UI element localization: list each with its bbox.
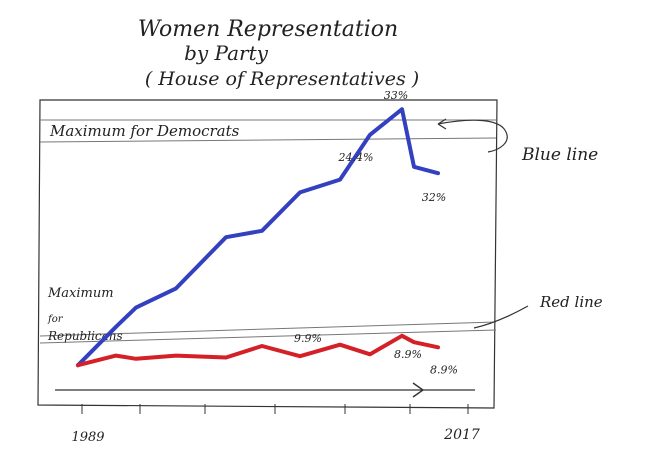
blue-data-label: 32% xyxy=(422,191,446,204)
ref-line-top-2 xyxy=(39,137,497,143)
red-data-label: 9.9% xyxy=(294,332,322,345)
red-series-point xyxy=(260,344,264,348)
blue-series-point xyxy=(400,107,404,111)
blue-callout-arrowhead xyxy=(437,118,447,130)
x-label-end: 2017 xyxy=(443,427,480,443)
red-series-line xyxy=(76,333,440,368)
red-series-point xyxy=(338,343,342,347)
red-series-point xyxy=(76,363,80,367)
series-layer: 33% 24.4% 32% 9.9% 8.9% 8.9% xyxy=(76,89,458,376)
red-series-point xyxy=(412,340,416,344)
ref-label-republicans-line-1: Maximum xyxy=(47,286,114,301)
blue-data-label: 33% xyxy=(384,89,408,102)
blue-series-point xyxy=(338,178,342,182)
blue-series-point xyxy=(174,286,178,290)
red-series-point xyxy=(224,356,228,359)
blue-series-point xyxy=(368,133,372,137)
blue-series-point xyxy=(412,165,416,169)
blue-series-point xyxy=(134,306,138,310)
red-series-point xyxy=(134,357,138,361)
red-series-point xyxy=(174,354,178,358)
blue-series-point xyxy=(436,171,440,175)
red-data-label: 8.9% xyxy=(430,363,458,376)
callout-blue-line: Blue line xyxy=(521,145,598,165)
blue-data-label: 24.4% xyxy=(338,151,374,164)
blue-series-point xyxy=(298,190,302,194)
red-series-point xyxy=(368,352,372,356)
ref-label-republicans-line-2: for xyxy=(47,314,64,325)
x-axis-arrow xyxy=(412,382,425,398)
red-data-label: 8.9% xyxy=(394,348,422,361)
chart-title-line-1: Women Representation xyxy=(138,17,398,42)
blue-series-point xyxy=(114,325,118,329)
ref-line-bottom-1 xyxy=(39,321,497,337)
red-series-point xyxy=(436,345,440,349)
ref-label-democrats: Maximum for Democrats xyxy=(49,122,240,140)
red-series-point xyxy=(400,334,404,338)
red-series-point xyxy=(298,354,302,358)
red-series-point xyxy=(114,354,118,358)
callout-red-line: Red line xyxy=(539,293,603,311)
ref-line-bottom-2 xyxy=(39,329,497,344)
blue-series-point xyxy=(224,235,228,239)
blue-callout-curve xyxy=(437,119,508,153)
blue-series-line xyxy=(76,107,440,368)
red-callout-curve xyxy=(473,305,529,329)
chart-title-line-3: ( House of Representatives ) xyxy=(145,68,419,90)
x-label-start: 1989 xyxy=(71,430,104,445)
plot-frame xyxy=(37,99,498,409)
x-ticks xyxy=(81,404,469,414)
blue-series-point xyxy=(260,229,264,233)
chart-title-line-2: by Party xyxy=(184,41,269,65)
